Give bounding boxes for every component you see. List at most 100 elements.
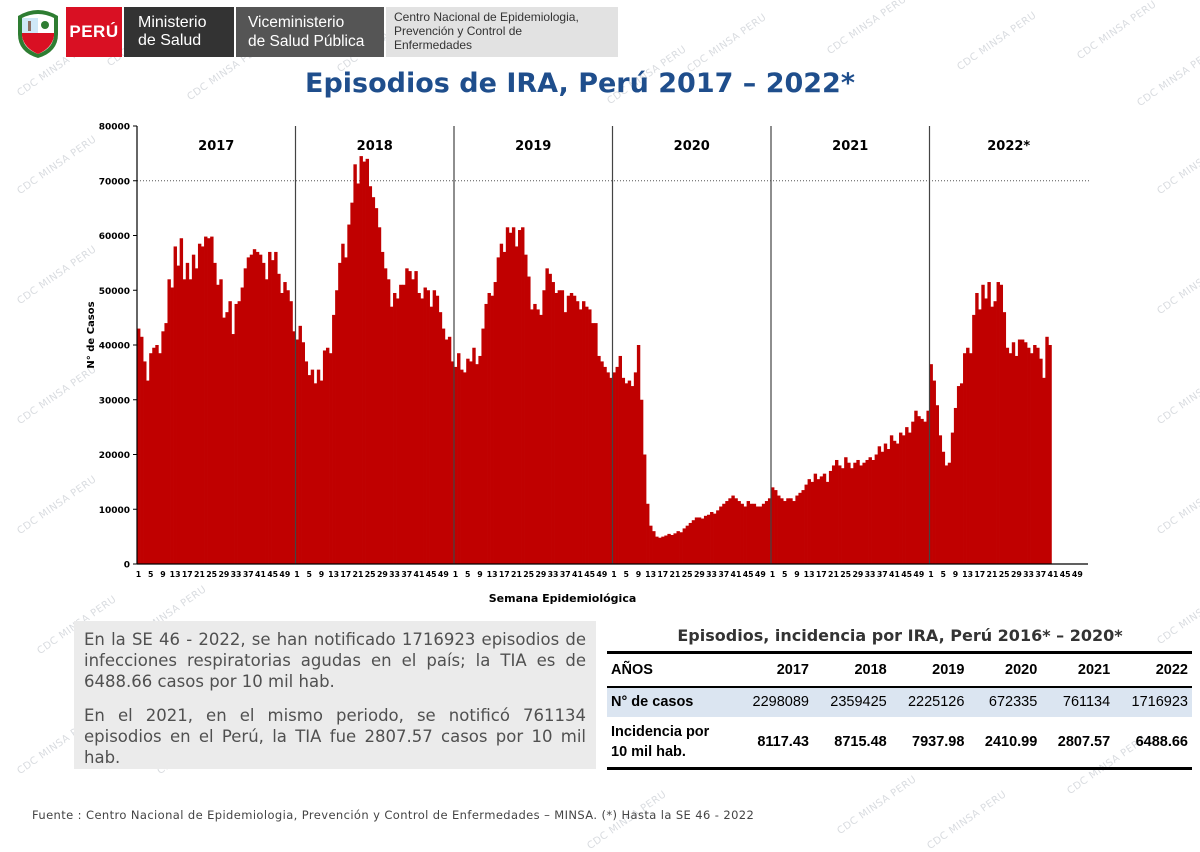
chart-bar — [228, 301, 232, 564]
ministry-line-1: Ministerio — [138, 14, 207, 31]
chart-bar — [911, 421, 915, 564]
chart-bar — [329, 353, 333, 564]
chart-bar — [566, 295, 571, 564]
x-tick-label: 21 — [194, 570, 205, 579]
chart-bar — [633, 372, 638, 565]
chart-bar — [594, 323, 598, 564]
chart-bar — [164, 323, 168, 564]
chart-bar — [892, 440, 897, 564]
year-label: 2022* — [987, 139, 1030, 154]
chart-bar — [234, 303, 238, 564]
chart-bar — [582, 301, 586, 564]
chart-bar — [173, 246, 177, 564]
chart-bar — [140, 336, 144, 564]
chart-bar — [389, 306, 394, 564]
chart-bar — [191, 254, 196, 564]
chart-bar — [143, 361, 147, 564]
chart-bar — [353, 164, 357, 564]
x-tick-label: 37 — [877, 570, 888, 579]
y-tick-label: 20000 — [99, 451, 130, 461]
chart-bar — [783, 501, 787, 564]
chart-bar — [975, 292, 979, 564]
chart-bar — [953, 407, 958, 564]
x-tick-label: 21 — [987, 570, 998, 579]
chart-bar — [792, 501, 796, 564]
chart-bar — [258, 254, 263, 564]
chart-bar — [454, 366, 458, 564]
x-tick-label: 41 — [731, 570, 742, 579]
y-tick-label: 70000 — [99, 177, 130, 187]
chart-bar — [444, 339, 449, 564]
chart-bar — [914, 410, 918, 564]
y-tick-label: 10000 — [99, 506, 130, 516]
chart-bar — [457, 353, 461, 564]
summary-note: En la SE 46 - 2022, se han notificado 17… — [74, 621, 596, 769]
chart-bar — [621, 377, 626, 564]
chart-bar — [325, 347, 330, 564]
x-tick-label: 33 — [548, 570, 559, 579]
chart-bar — [1030, 353, 1034, 564]
vice-line-2: de Salud Pública — [248, 33, 365, 50]
cdc-line-1: Centro Nacional de Epidemiologia, — [394, 10, 579, 24]
chart-bar — [987, 282, 991, 564]
chart-bar — [999, 284, 1004, 564]
x-tick-label: 49 — [1072, 570, 1083, 579]
chart-bar — [243, 268, 248, 564]
watermark-text: CDC MINSA PERU — [1155, 474, 1200, 537]
vice-line-1: Viceministerio — [248, 14, 345, 31]
chart-bar — [941, 451, 946, 564]
chart-bar — [368, 186, 373, 564]
chart-bar — [902, 435, 906, 564]
chart-bar — [201, 246, 205, 564]
chart-bar — [350, 202, 354, 564]
y-axis-title: N° de Casos — [86, 301, 97, 368]
x-tick-label: 41 — [889, 570, 900, 579]
chart-bar — [758, 506, 763, 564]
chart-bar — [722, 503, 726, 564]
chart-bar — [396, 298, 400, 564]
chart-bar — [575, 301, 580, 564]
chart-bar — [289, 301, 293, 564]
chart-bar — [920, 418, 924, 564]
chart-bar — [298, 325, 302, 564]
chart-bar — [240, 287, 245, 564]
watermark-text: CDC MINSA PERU — [1155, 134, 1200, 197]
chart-bar — [731, 495, 735, 564]
chart-bar — [774, 490, 778, 564]
chart-bar — [347, 224, 351, 565]
x-tick-label: 21 — [353, 570, 364, 579]
y-tick-label: 80000 — [99, 123, 130, 133]
chart-bar — [1048, 345, 1052, 564]
chart-bar — [746, 501, 751, 564]
x-tick-label: 49 — [913, 570, 924, 579]
x-tick-label: 45 — [584, 570, 595, 579]
chart-bar — [182, 279, 187, 564]
chart-bar — [795, 495, 799, 564]
y-tick-label: 50000 — [99, 287, 130, 297]
chart-bar — [335, 290, 339, 564]
chart-bar — [310, 369, 315, 564]
chart-bar — [978, 309, 982, 564]
chart-bar — [1045, 336, 1049, 564]
chart-bar — [880, 451, 885, 564]
chart-bar — [405, 268, 409, 564]
chart-bar — [697, 517, 702, 564]
x-tick-label: 5 — [624, 570, 629, 579]
chart-bar — [859, 465, 863, 564]
y-tick-label: 40000 — [99, 342, 130, 352]
chart-bar — [831, 465, 836, 564]
y-tick-label: 60000 — [99, 232, 130, 242]
chart-bar — [185, 262, 190, 565]
chart-bar — [743, 506, 747, 564]
chart-bar — [554, 292, 558, 564]
chart-bar — [438, 312, 443, 564]
chart-bar — [301, 342, 305, 564]
x-tick-label: 41 — [414, 570, 425, 579]
chart-bar — [813, 473, 818, 564]
chart-bar — [588, 309, 592, 564]
watermark-text: CDC MINSA PERU — [1155, 364, 1200, 427]
x-tick-label: 33 — [706, 570, 717, 579]
x-tick-label: 45 — [743, 570, 754, 579]
chart-bar — [874, 454, 879, 564]
table-header-cell: AÑOS — [611, 661, 653, 678]
